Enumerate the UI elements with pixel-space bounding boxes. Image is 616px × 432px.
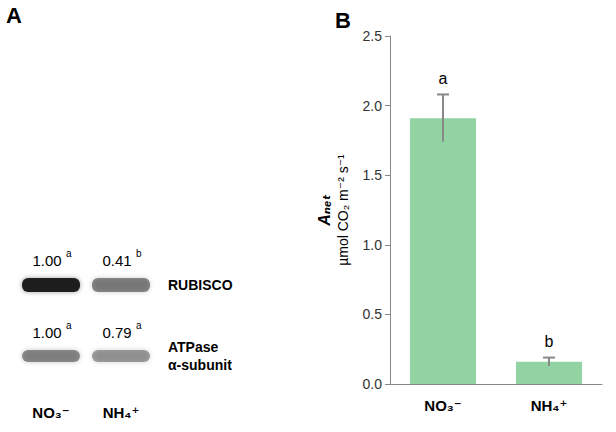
svg-text:α-subunit: α-subunit <box>168 357 232 373</box>
svg-text:a: a <box>439 70 448 87</box>
svg-text:0.79: 0.79 <box>102 324 131 341</box>
svg-text:0.41: 0.41 <box>102 252 131 269</box>
svg-text:a: a <box>66 320 72 331</box>
svg-text:NH₄⁺: NH₄⁺ <box>103 404 140 421</box>
svg-text:b: b <box>545 333 554 350</box>
svg-text:2.5: 2.5 <box>363 28 383 44</box>
svg-text:a: a <box>136 320 142 331</box>
svg-text:RUBISCO: RUBISCO <box>168 277 233 293</box>
svg-text:1.00: 1.00 <box>32 252 61 269</box>
svg-text:µmol CO₂ m⁻² s⁻¹: µmol CO₂ m⁻² s⁻¹ <box>335 154 351 266</box>
svg-text:0.0: 0.0 <box>363 376 383 392</box>
svg-text:Aₙₑₜ: Aₙₑₜ <box>316 194 333 226</box>
svg-text:2.0: 2.0 <box>363 98 383 114</box>
svg-text:1.0: 1.0 <box>363 237 383 253</box>
svg-text:0.5: 0.5 <box>363 306 383 322</box>
svg-text:NH₄⁺: NH₄⁺ <box>531 397 568 414</box>
svg-text:A: A <box>6 3 22 28</box>
svg-text:B: B <box>335 8 351 33</box>
svg-text:b: b <box>136 248 142 259</box>
svg-text:NO₃⁻: NO₃⁻ <box>32 404 69 421</box>
svg-text:NO₃⁻: NO₃⁻ <box>424 397 461 414</box>
svg-text:1.5: 1.5 <box>363 167 383 183</box>
svg-text:ATPase: ATPase <box>168 339 219 355</box>
svg-text:a: a <box>66 248 72 259</box>
svg-text:1.00: 1.00 <box>32 324 61 341</box>
